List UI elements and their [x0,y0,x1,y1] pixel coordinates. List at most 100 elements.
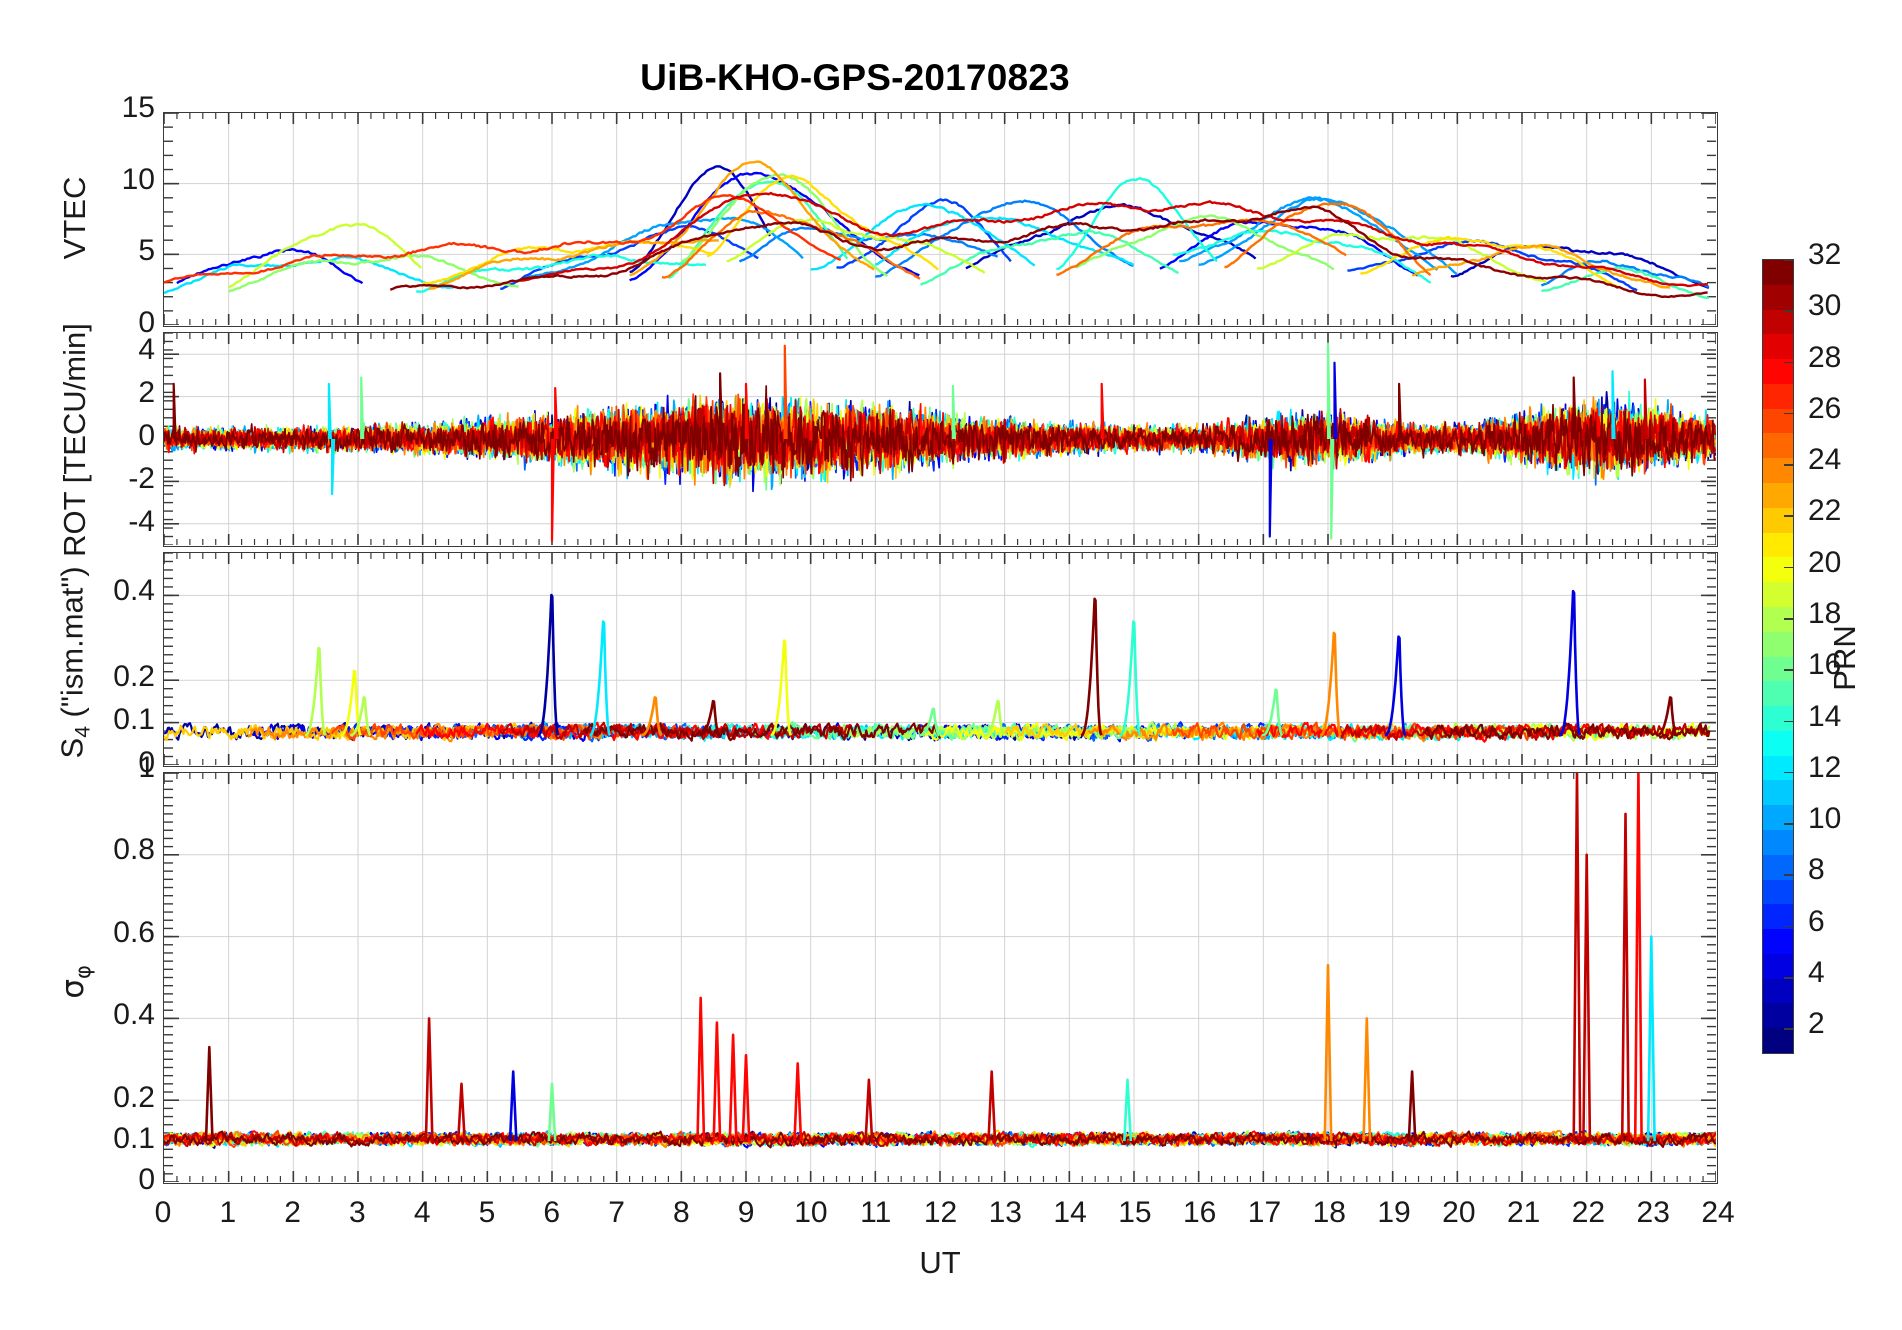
colorbar-tick-mark [1784,925,1794,928]
colorbar-tick-mark [1784,464,1794,466]
series-line [512,216,804,283]
colorbar-band [1763,532,1793,558]
colorbar-tick-20: 20 [1808,545,1842,579]
series-line [537,593,560,737]
series-line [1582,853,1592,1142]
colorbar-band [1763,706,1793,731]
colorbar-tick-10: 10 [1808,802,1842,836]
panel-s4-ytick-0: 0 [138,746,155,779]
colorbar-tick-8: 8 [1808,853,1825,887]
colorbar-tick-26: 26 [1808,391,1842,425]
series-line [741,1053,751,1142]
series-line [951,384,956,440]
series-line [176,247,364,285]
x-tick-23: 23 [1636,1196,1670,1229]
x-tick-14: 14 [1053,1196,1087,1229]
colorbar-tick-30: 30 [1808,289,1842,323]
series-line [726,218,986,274]
series-line [810,202,1036,271]
colorbar-band [1763,730,1793,756]
colorbar-tick-mark [1784,977,1794,979]
series-line [228,253,519,293]
colorbar-band [1763,755,1793,781]
series-line [360,376,365,440]
panel-sig-ytick-1: 0.1 [113,1121,155,1155]
series-line [1261,688,1284,737]
series-line [1646,935,1656,1142]
series-line [1423,722,1711,741]
panel-s4-ytick-1: 0.1 [113,703,155,736]
colorbar-band [1763,879,1793,905]
colorbar-band [1763,507,1793,533]
series-line [983,699,1006,737]
colorbar-band [1763,681,1793,707]
colorbar-tick-mark [1784,669,1794,671]
panel-sig-ytick-0: 0 [138,1163,155,1196]
series-line [1572,376,1577,440]
x-tick-19: 19 [1377,1196,1411,1229]
panel-sigma-phi [163,772,1718,1184]
colorbar-band [1763,284,1793,310]
colorbar-prn[interactable] [1762,259,1794,1054]
colorbar-band [1763,829,1793,855]
series-line [1123,1078,1133,1142]
series-line [589,620,612,737]
colorbar-band [1763,953,1793,979]
series-line [1326,342,1331,440]
colorbar-tick-mark [1784,720,1794,723]
panel-s4-plot-area [164,553,1716,765]
series-line [228,222,422,289]
series-line [718,372,724,440]
panel-rot-ytick-0: -4 [128,504,155,538]
x-tick-21: 21 [1506,1196,1541,1229]
series-line [164,193,842,284]
x-tick-5: 5 [478,1196,496,1229]
series-line [770,639,793,737]
panel-rot-ytick-4: 4 [138,332,155,366]
panel-rot-ytick-1: -2 [128,461,155,495]
colorbar-tick-mark [1784,412,1794,415]
series-line [1656,696,1678,737]
x-tick-2: 2 [284,1196,301,1229]
series-line [1080,597,1103,737]
panel-rot [163,332,1718,547]
x-tick-17: 17 [1247,1196,1282,1229]
series-line [1319,631,1342,737]
x-tick-18: 18 [1312,1196,1346,1229]
series-line [1559,589,1582,737]
colorbar-band [1763,408,1793,434]
series-line [793,1062,803,1142]
panel-s4-series-group [164,589,1711,743]
panel-rot-plot-area [164,333,1716,545]
colorbar-band [1763,334,1793,360]
series-line [1643,378,1648,440]
x-axis-label: UT [919,1245,961,1280]
series-line [583,722,942,742]
x-tick-24: 24 [1701,1196,1735,1229]
series-line [327,382,332,440]
series-line [1412,243,1671,289]
colorbar-tick-16: 16 [1808,648,1842,682]
x-tick-9: 9 [737,1196,755,1229]
panel-sig-plot-area [164,773,1716,1182]
panel-vtec-plot-area [164,113,1716,325]
colorbar-band [1763,631,1793,657]
series-line [1633,773,1643,1142]
series-line [1172,229,1432,284]
series-line [918,707,941,737]
x-tick-8: 8 [672,1196,690,1229]
series-line [164,1130,1716,1148]
series-line [499,721,857,741]
colorbar-tick-mark [1784,618,1794,620]
series-line [744,382,749,440]
series-line [172,382,177,440]
series-line [1323,963,1333,1142]
series-line [1620,812,1630,1142]
x-tick-1: 1 [219,1196,237,1229]
colorbar-tick-mark [1784,566,1794,569]
x-tick-4: 4 [413,1196,431,1229]
colorbar-band [1763,1028,1793,1053]
series-line [1540,259,1710,288]
panel-sig-series-group [164,773,1716,1149]
panel-sig-ytick-5: 0.8 [113,833,155,867]
